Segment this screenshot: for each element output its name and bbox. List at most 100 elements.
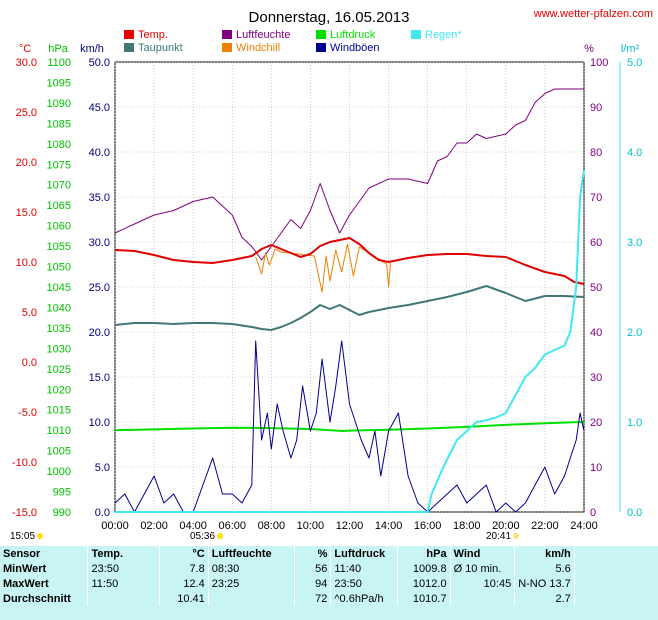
legend-swatch bbox=[222, 43, 232, 52]
wind-value: N-NO 13.7 bbox=[514, 576, 575, 591]
pressure-value: 1009.8 bbox=[397, 561, 451, 576]
chart-title: Donnerstag, 16.05.2013 bbox=[249, 9, 410, 26]
sun-icon bbox=[217, 533, 224, 540]
pressure-tick-label: 1075 bbox=[47, 159, 71, 171]
pressure-tick-label: 1055 bbox=[47, 241, 71, 253]
legend-label: Windböen bbox=[330, 42, 380, 54]
series-line-taupunkt bbox=[114, 285, 585, 331]
wind-value: 5.6 bbox=[514, 561, 575, 576]
stats-header-temp-unit: °C bbox=[159, 546, 209, 561]
stats-spacer bbox=[574, 561, 658, 576]
table-row: Durchschnitt 10.41 72 ^0.6hPa/h 1010.7 2… bbox=[0, 591, 658, 606]
x-tick-label: 06:00 bbox=[218, 520, 246, 532]
wind-value: 2.7 bbox=[514, 591, 575, 606]
pressure-time: 11:40 bbox=[330, 561, 399, 576]
pressure-tick-label: 1065 bbox=[47, 200, 71, 212]
pressure-tick-label: 1030 bbox=[47, 343, 71, 355]
row-label: MaxWert bbox=[0, 576, 89, 591]
humidity-time: 23:25 bbox=[208, 576, 296, 591]
axis-tick-labels: 30.0 25.0 20.0 15.0 10.0 5.0 0.0 -5.0 -10.0 -15.0… bbox=[12, 57, 642, 519]
sunrise-label: 05:36 bbox=[190, 531, 216, 542]
temp-tick-label: -10.0 bbox=[12, 457, 37, 469]
legend: Temp. Luftfeuchte Luftdruck Regen* Taupunkt W… bbox=[124, 29, 462, 54]
website-link[interactable]: www.wetter-pfalzen.com bbox=[533, 8, 653, 20]
x-tick-label: 00:00 bbox=[101, 520, 129, 532]
temp-tick-label: 20.0 bbox=[16, 157, 37, 169]
x-tick-label: 02:00 bbox=[140, 520, 168, 532]
x-tick-label: 22:00 bbox=[531, 520, 559, 532]
sunrise-marker: 05:36 bbox=[190, 531, 224, 542]
wind-tick-label: 35.0 bbox=[89, 192, 110, 204]
series-line-luftfeuchte bbox=[114, 88, 584, 261]
temp-tick-label: 25.0 bbox=[16, 107, 37, 119]
pressure-value: 1012.0 bbox=[397, 576, 451, 591]
stats-header-row: Sensor Temp. °C Luftfeuchte % Luftdruck … bbox=[0, 546, 658, 561]
x-tick-label: 16:00 bbox=[414, 520, 442, 532]
stats-spacer bbox=[574, 546, 658, 561]
series-line-temp bbox=[114, 237, 585, 285]
pressure-tick-label: 1100 bbox=[47, 57, 71, 69]
stats-header-temp: Temp. bbox=[87, 546, 161, 561]
x-tick-label: 14:00 bbox=[375, 520, 403, 532]
row-label: Durchschnitt bbox=[0, 591, 89, 606]
rain-tick-label: 5.0 bbox=[627, 57, 642, 69]
humidity-tick-label: 60 bbox=[590, 237, 602, 249]
legend-swatch bbox=[222, 30, 232, 39]
wind-tick-label: 10.0 bbox=[89, 417, 110, 429]
sunset-marker: 20:41 bbox=[486, 531, 520, 542]
pressure-tick-label: 1080 bbox=[47, 139, 71, 151]
rain-tick-label: 4.0 bbox=[627, 147, 642, 159]
temp-time bbox=[87, 591, 161, 606]
stats-spacer bbox=[574, 576, 658, 591]
humidity-time: 08:30 bbox=[208, 561, 296, 576]
humidity-unit-label: % bbox=[584, 43, 594, 55]
pressure-tick-label: 1060 bbox=[47, 221, 71, 233]
pressure-tick-label: 1010 bbox=[47, 425, 71, 437]
temp-tick-label: 10.0 bbox=[16, 257, 37, 269]
humidity-tick-label: 90 bbox=[590, 102, 602, 114]
pressure-tick-label: 1085 bbox=[47, 118, 71, 130]
wind-tick-label: 0.0 bbox=[95, 507, 110, 519]
weather-chart: Donnerstag, 16.05.2013 www.wetter-pfalze… bbox=[12, 8, 653, 532]
wind-tick-label: 25.0 bbox=[89, 282, 110, 294]
stats-header-sensor: Sensor bbox=[0, 546, 89, 561]
stats-header-humidity-unit: % bbox=[294, 546, 332, 561]
temp-tick-label: 30.0 bbox=[16, 57, 37, 69]
pressure-value: 1010.7 bbox=[397, 591, 451, 606]
wind-label: 10:45 bbox=[450, 576, 516, 591]
sunrise-left-label: 15:05 bbox=[10, 531, 36, 542]
rain-tick-label: 1.0 bbox=[627, 417, 642, 429]
x-tick-label: 12:00 bbox=[336, 520, 364, 532]
rain-tick-label: 3.0 bbox=[627, 237, 642, 249]
temp-tick-label: 5.0 bbox=[22, 307, 37, 319]
x-axis-tick-labels: 00:00 02:00 04:00 06:00 08:00 10:00 12:00 14:00… bbox=[101, 520, 598, 532]
temp-value: 7.8 bbox=[159, 561, 209, 576]
stats-header-wind: Wind bbox=[450, 546, 516, 561]
legend-label: Taupunkt bbox=[138, 42, 183, 54]
humidity-tick-label: 10 bbox=[590, 462, 602, 474]
row-label: MinWert bbox=[0, 561, 89, 576]
humidity-tick-label: 0 bbox=[590, 507, 596, 519]
legend-swatch bbox=[124, 43, 134, 52]
sun-icon bbox=[37, 533, 44, 540]
sunrise-left-marker: 15:05 bbox=[10, 531, 44, 542]
statistics-table: Sensor Temp. °C Luftfeuchte % Luftdruck … bbox=[0, 546, 658, 620]
wind-label: Ø 10 min. bbox=[450, 561, 516, 576]
pressure-time: 23:50 bbox=[330, 576, 399, 591]
legend-label: Luftdruck bbox=[330, 29, 376, 41]
humidity-value: 72 bbox=[294, 591, 332, 606]
pressure-tick-label: 1035 bbox=[47, 323, 71, 335]
wind-label bbox=[450, 591, 516, 606]
legend-swatch bbox=[124, 30, 134, 39]
legend-swatch bbox=[411, 30, 421, 39]
temp-time: 23:50 bbox=[87, 561, 161, 576]
rain-tick-label: 0.0 bbox=[627, 507, 642, 519]
pressure-tick-label: 1005 bbox=[47, 446, 71, 458]
temp-tick-label: -5.0 bbox=[18, 407, 37, 419]
x-tick-label: 24:00 bbox=[570, 520, 598, 532]
humidity-time bbox=[208, 591, 296, 606]
series-line-windchill bbox=[255, 243, 391, 293]
humidity-value: 94 bbox=[294, 576, 332, 591]
legend-label: Temp. bbox=[138, 29, 168, 41]
rain-unit-label: l/m² bbox=[621, 43, 640, 55]
